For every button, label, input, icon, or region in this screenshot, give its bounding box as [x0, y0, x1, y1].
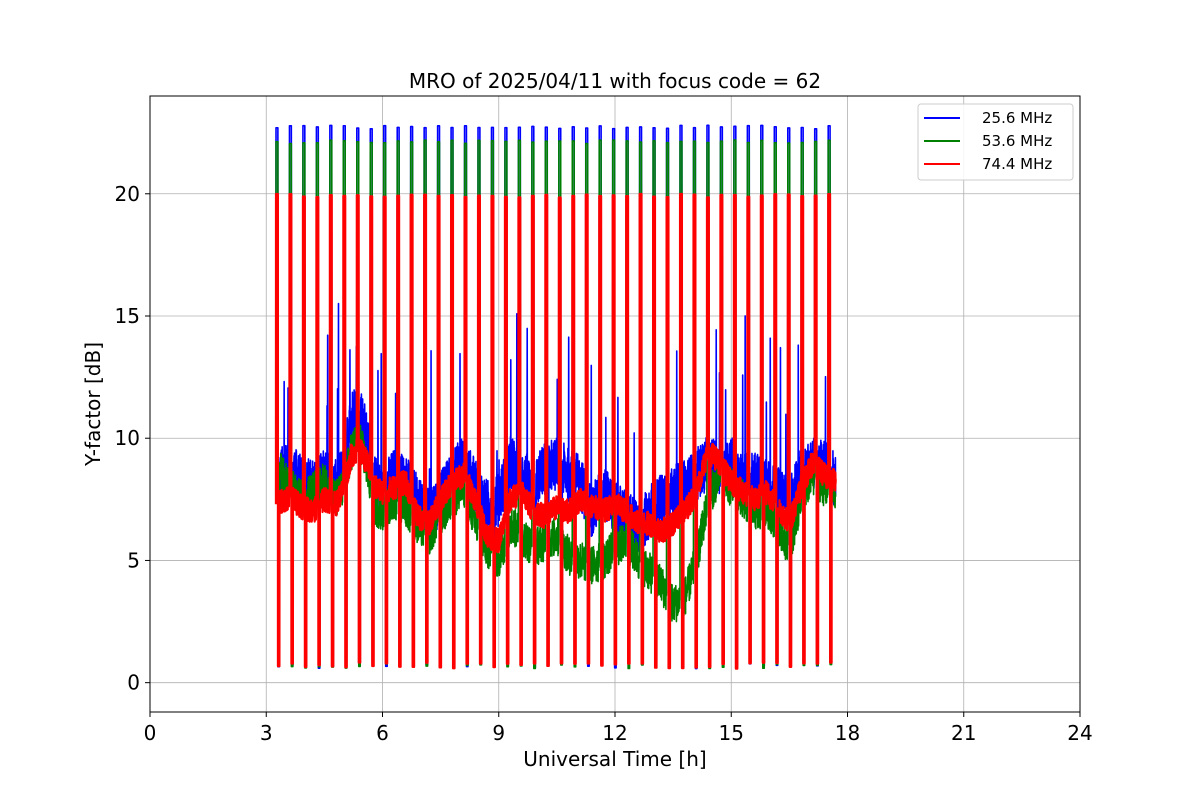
legend: 25.6 MHz 53.6 MHz 74.4 MHz [917, 103, 1074, 181]
legend-label: 74.4 MHz [982, 155, 1052, 173]
y-tick-label: 20 [115, 182, 140, 206]
x-tick-label: 6 [376, 721, 389, 745]
x-tick-label: 18 [835, 721, 860, 745]
legend-box [917, 103, 1074, 181]
x-tick-label: 24 [1067, 721, 1092, 745]
x-tick-label: 15 [719, 721, 744, 745]
y-tick-label: 10 [115, 426, 140, 450]
series-line [274, 192, 837, 670]
y-tick-label: 15 [115, 304, 140, 328]
plot-series [274, 124, 837, 670]
x-tick-label: 21 [951, 721, 976, 745]
x-tick-label: 0 [144, 721, 157, 745]
y-axis-label: Y-factor [dB] [81, 342, 105, 467]
series-line [275, 139, 837, 670]
x-axis-label: Universal Time [h] [523, 747, 706, 771]
x-tick-label: 12 [602, 721, 627, 745]
y-tick-label: 0 [127, 671, 140, 695]
legend-label: 53.6 MHz [982, 132, 1052, 150]
axis-ticks: 0 3 6 9 12 15 18 21 24 0 5 10 15 20 [115, 182, 1093, 745]
x-tick-label: 9 [492, 721, 505, 745]
y-tick-label: 5 [127, 548, 140, 572]
x-tick-label: 3 [260, 721, 273, 745]
legend-label: 25.6 MHz [982, 109, 1052, 127]
chart-title: MRO of 2025/04/11 with focus code = 62 [409, 69, 821, 93]
